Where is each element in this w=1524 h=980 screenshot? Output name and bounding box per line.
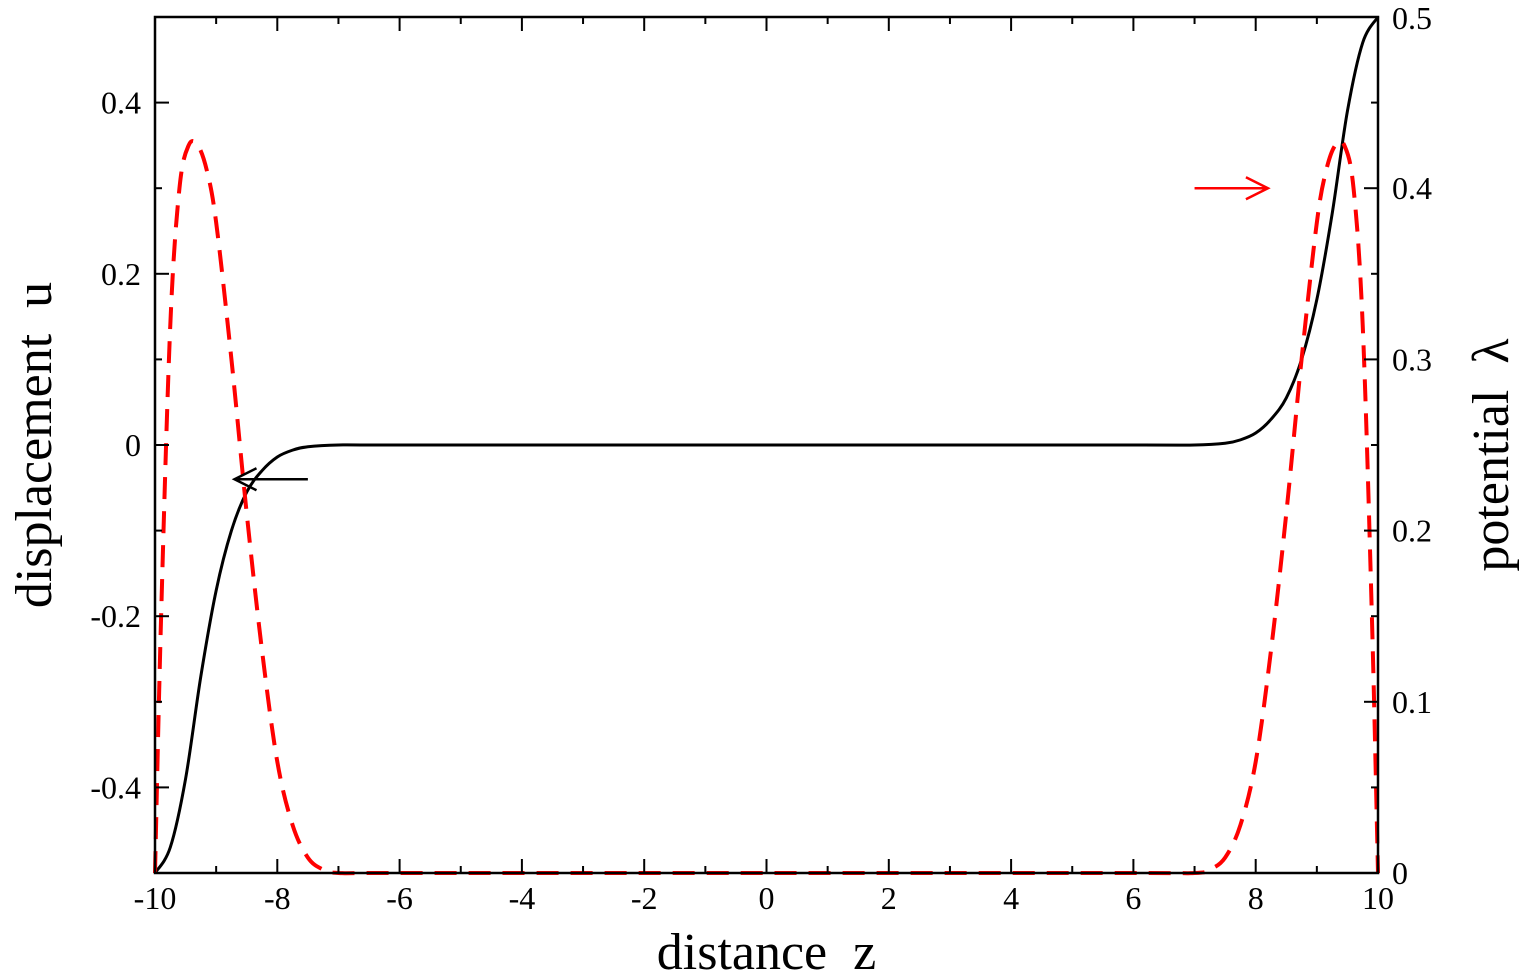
y-left-tick-label: -0.4 (90, 769, 141, 805)
annotation-arrow-head (231, 467, 258, 492)
x-tick-label: -2 (631, 880, 658, 916)
y-right-tick-label: 0.3 (1392, 341, 1432, 377)
y-right-axis-title: potential λ (1463, 338, 1520, 571)
series-line-potential (153, 139, 1380, 876)
y-left-tick-label: 0.2 (101, 256, 141, 292)
labels-layer: -10 -8 -6 -4 -2 0 2 4 6 8 10 -0.4 -0.2 0 0.2 0.4 0 0.1 0.2… (90, 0, 1432, 916)
x-axis-title: distance z (657, 924, 876, 980)
annotation-layer (231, 176, 1271, 492)
y-right-tick-label: 0.2 (1392, 513, 1432, 549)
x-tick-label: 8 (1248, 880, 1264, 916)
y-left-tick-label: 0.4 (101, 85, 141, 121)
y-right-tick-label: 0.5 (1392, 0, 1432, 36)
x-tick-label: 4 (1003, 880, 1019, 916)
x-tick-label: -8 (264, 880, 291, 916)
x-tick-label: 6 (1125, 880, 1141, 916)
y-right-tick-label: 0 (1392, 855, 1408, 891)
x-tick-label: -4 (509, 880, 536, 916)
y-right-tick-label: 0.1 (1392, 684, 1432, 720)
y-left-tick-label: -0.2 (90, 598, 141, 634)
annotation-arrow-head (1245, 176, 1271, 201)
x-tick-label: 10 (1362, 880, 1394, 916)
series-line-displacement (153, 16, 1380, 874)
y-left-tick-label: 0 (125, 427, 141, 463)
x-tick-label: 0 (759, 880, 775, 916)
x-tick-label: -10 (134, 880, 177, 916)
y-right-tick-label: 0.4 (1392, 170, 1432, 206)
series-layer (153, 16, 1380, 876)
ticks-layer (154, 16, 1379, 874)
x-tick-label: 2 (881, 880, 897, 916)
y-left-axis-title: displacement u (6, 282, 63, 608)
x-tick-label: -6 (386, 880, 413, 916)
